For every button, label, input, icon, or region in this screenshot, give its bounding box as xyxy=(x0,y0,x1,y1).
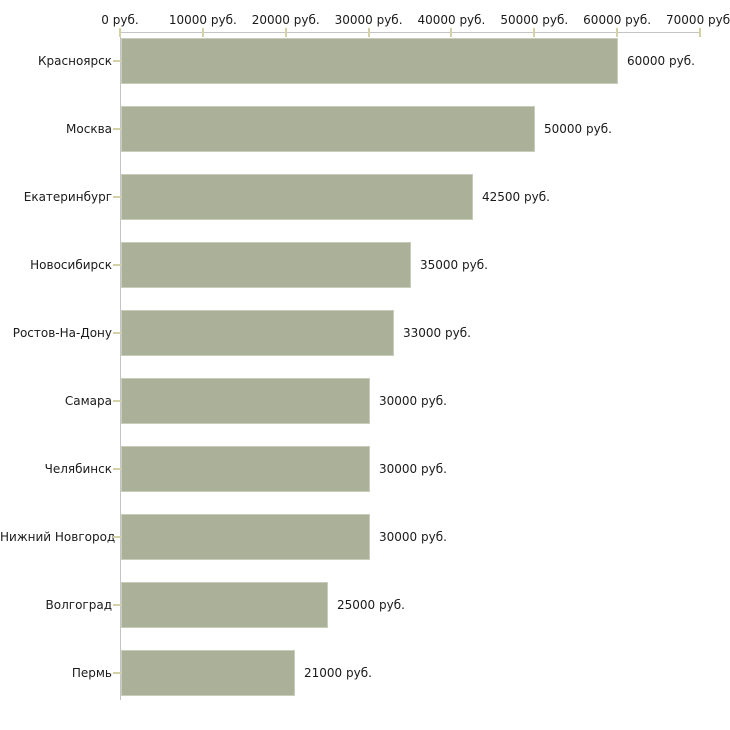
bar xyxy=(121,514,370,560)
x-tick-label: 30000 руб. xyxy=(334,13,403,27)
bar-value-label: 35000 руб. xyxy=(420,258,488,272)
x-tick-label: 60000 руб. xyxy=(583,13,652,27)
category-label: Пермь xyxy=(71,666,112,680)
x-tick-label: 70000 руб. xyxy=(666,13,730,27)
x-tick-label: 10000 руб. xyxy=(168,13,237,27)
y-tick-mark xyxy=(113,128,122,130)
x-tick-mark xyxy=(616,28,619,37)
bar xyxy=(121,650,295,696)
x-tick-mark xyxy=(284,28,287,37)
category-label: Самара xyxy=(64,394,112,408)
y-tick-mark xyxy=(113,264,122,266)
y-tick-mark xyxy=(113,60,122,62)
y-tick-mark xyxy=(113,672,122,674)
x-tick-mark xyxy=(119,28,121,37)
bar-value-label: 30000 руб. xyxy=(379,530,447,544)
category-label: Красноярск xyxy=(38,54,112,68)
category-label: Ростов-На-Дону xyxy=(12,326,112,340)
bar xyxy=(121,38,618,84)
y-axis-line xyxy=(120,32,121,700)
category-label: Новосибирск xyxy=(30,258,112,272)
x-tick-mark xyxy=(533,28,536,37)
bar xyxy=(121,174,473,220)
bar-value-label: 42500 руб. xyxy=(482,190,550,204)
category-label: Волгоград xyxy=(45,598,112,612)
bar xyxy=(121,582,328,628)
x-tick-label: 50000 руб. xyxy=(500,13,569,27)
bar-value-label: 25000 руб. xyxy=(337,598,405,612)
y-tick-mark xyxy=(113,604,122,606)
x-tick-mark xyxy=(699,28,701,37)
x-tick-mark xyxy=(201,28,204,37)
category-label: Нижний Новгород xyxy=(0,530,116,544)
x-tick-mark xyxy=(450,28,453,37)
bar xyxy=(121,242,411,288)
bar-value-label: 60000 руб. xyxy=(627,54,695,68)
y-tick-mark xyxy=(113,196,122,198)
bar xyxy=(121,310,394,356)
x-axis-line xyxy=(120,32,701,33)
y-tick-mark xyxy=(113,536,122,538)
x-tick-mark xyxy=(367,28,370,37)
y-tick-mark xyxy=(113,400,122,402)
category-label: Челябинск xyxy=(44,462,112,476)
category-label: Москва xyxy=(66,122,112,136)
bar-value-label: 21000 руб. xyxy=(304,666,372,680)
x-tick-label: 40000 руб. xyxy=(417,13,486,27)
category-label: Екатеринбург xyxy=(23,190,112,204)
bar-value-label: 30000 руб. xyxy=(379,394,447,408)
x-tick-label: 20000 руб. xyxy=(251,13,320,27)
bar xyxy=(121,446,370,492)
y-tick-mark xyxy=(113,468,122,470)
bar-value-label: 30000 руб. xyxy=(379,462,447,476)
bar xyxy=(121,106,535,152)
bar-value-label: 50000 руб. xyxy=(544,122,612,136)
bar-value-label: 33000 руб. xyxy=(403,326,471,340)
x-tick-label: 0 руб. xyxy=(101,13,139,27)
y-tick-mark xyxy=(113,332,122,334)
bar xyxy=(121,378,370,424)
